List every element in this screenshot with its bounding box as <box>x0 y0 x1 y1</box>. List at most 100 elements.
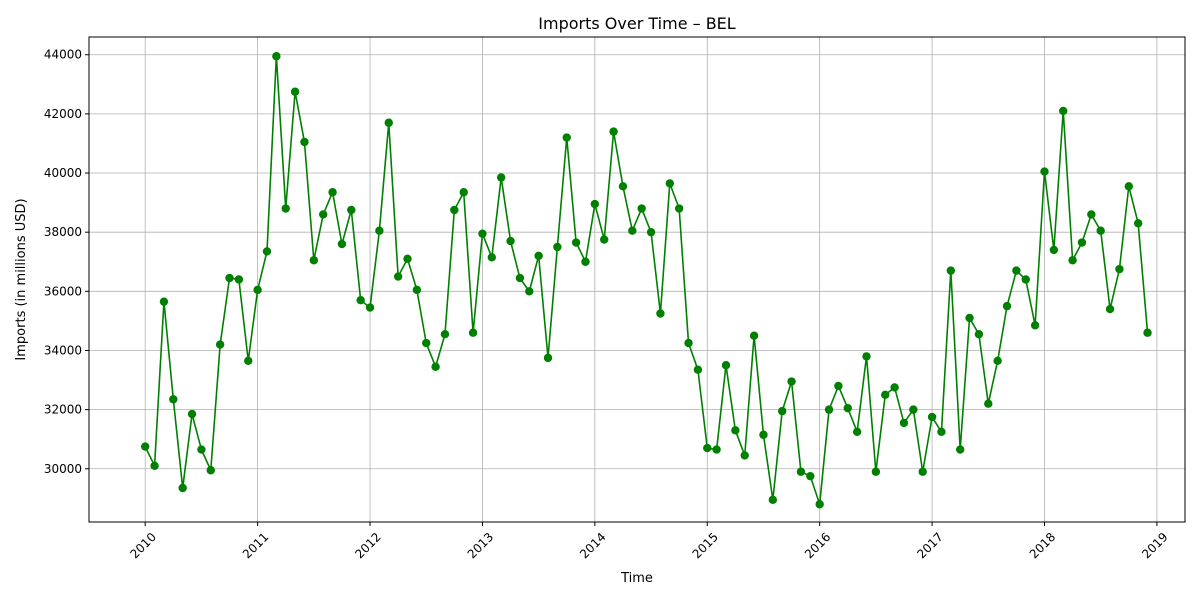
y-tick-label: 32000 <box>44 403 82 417</box>
series-line <box>144 56 1149 505</box>
data-point <box>600 235 609 244</box>
x-tick-label: 2013 <box>465 530 496 561</box>
data-point <box>1087 210 1096 219</box>
x-tick-label: 2015 <box>690 530 721 561</box>
x-tick-label: 2016 <box>802 530 833 561</box>
data-point <box>1105 304 1115 314</box>
data-point <box>534 251 543 261</box>
data-point <box>262 247 272 256</box>
data-point <box>468 328 478 337</box>
data-point <box>281 204 290 213</box>
data-point <box>393 272 403 281</box>
data-point <box>197 445 206 454</box>
x-tick-label: 2017 <box>914 530 945 561</box>
data-point <box>431 362 440 371</box>
data-point <box>787 377 796 386</box>
data-point <box>244 356 253 366</box>
x-tick-label: 2011 <box>240 530 271 561</box>
data-point <box>225 273 234 283</box>
data-point <box>459 188 468 197</box>
data-point <box>412 285 422 295</box>
data-point <box>984 399 993 408</box>
data-point <box>824 405 834 414</box>
data-point <box>881 390 890 400</box>
data-point <box>1115 264 1124 274</box>
grid-layer <box>89 37 1185 522</box>
data-point <box>506 236 515 246</box>
data-point <box>1068 256 1077 265</box>
data-point <box>496 173 506 182</box>
ticks-layer: 30000 32000 34000 36000 38000 40000 42000 44000… <box>44 48 1171 562</box>
data-point <box>1143 328 1152 337</box>
data-point <box>422 338 431 348</box>
x-tick-label: 2010 <box>127 530 158 561</box>
data-point <box>543 353 553 363</box>
data-point <box>337 239 347 249</box>
data-point <box>684 338 693 348</box>
data-point <box>703 443 712 453</box>
data-point <box>1030 321 1040 330</box>
data-point <box>562 133 571 142</box>
chart-title: Imports Over Time – BEL <box>538 14 736 33</box>
data-point <box>450 205 459 215</box>
data-point <box>515 273 525 283</box>
data-point <box>440 330 450 339</box>
data-point <box>937 427 946 436</box>
data-point <box>1049 245 1059 255</box>
data-point <box>169 395 178 404</box>
data-point <box>796 467 806 476</box>
data-point <box>159 297 169 306</box>
data-point <box>141 442 150 451</box>
data-point <box>1002 301 1012 311</box>
data-point <box>721 361 731 370</box>
data-point <box>852 427 862 436</box>
data-point <box>759 430 768 439</box>
data-point <box>403 254 412 263</box>
data-point <box>206 466 215 475</box>
data-point <box>1021 275 1030 284</box>
data-point <box>571 238 581 247</box>
data-point <box>656 309 665 318</box>
y-tick-label: 40000 <box>44 166 82 180</box>
x-tick-label: 2012 <box>352 530 383 561</box>
data-point <box>843 403 852 413</box>
series-layer <box>141 52 1152 509</box>
data-point <box>768 495 778 505</box>
data-point <box>178 483 187 493</box>
data-point <box>478 229 487 238</box>
data-point <box>974 330 984 339</box>
y-tick-label: 36000 <box>44 284 82 298</box>
data-point <box>862 352 871 361</box>
y-axis-label: Imports (in millions USD) <box>14 198 29 360</box>
plot-frame <box>88 36 1186 523</box>
data-point <box>1059 106 1068 116</box>
data-point <box>918 467 927 476</box>
data-point <box>525 287 534 296</box>
data-point <box>1133 219 1143 228</box>
data-point <box>628 226 637 235</box>
data-point <box>309 256 319 265</box>
y-tick-label: 44000 <box>44 48 82 62</box>
data-point <box>740 451 749 460</box>
x-tick-label: 2019 <box>1139 530 1170 561</box>
data-point <box>890 383 899 392</box>
data-point <box>365 303 375 312</box>
x-axis-label: Time <box>620 571 653 586</box>
data-point <box>253 285 262 295</box>
data-point <box>347 205 356 215</box>
data-point <box>646 227 656 237</box>
data-point <box>150 461 159 471</box>
data-point <box>674 204 684 213</box>
data-point <box>899 418 909 428</box>
data-point <box>618 182 628 191</box>
data-point <box>749 331 759 340</box>
data-point <box>834 381 843 391</box>
y-tick-label: 34000 <box>44 343 82 357</box>
data-point <box>693 365 703 374</box>
data-point <box>318 210 328 219</box>
data-point <box>778 406 787 416</box>
data-point <box>290 87 300 96</box>
data-point <box>955 445 965 454</box>
data-point <box>815 500 824 509</box>
